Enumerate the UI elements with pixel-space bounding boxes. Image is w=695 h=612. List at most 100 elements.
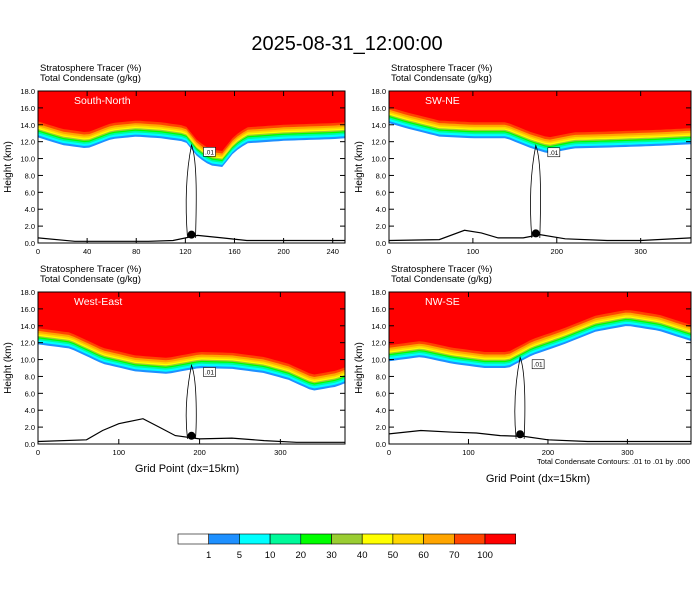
y-tick-label: 14.0 <box>371 322 386 331</box>
colorbar-swatch-c40 <box>361 533 394 545</box>
y-tick-label: 14.0 <box>20 121 35 130</box>
contour-label: .01 <box>205 370 214 377</box>
tracer-band-c100 <box>389 292 691 352</box>
colorbar-level-label: 50 <box>388 550 399 561</box>
y-tick-label: 14.0 <box>371 121 386 130</box>
panel-south-north: Stratosphere Tracer (%)Total Condensate … <box>3 63 346 256</box>
y-tick-label: 10.0 <box>20 356 35 365</box>
y-tick-label: 6.0 <box>25 188 35 197</box>
contour-label-box <box>203 147 216 157</box>
x-tick-label: 0 <box>36 247 40 256</box>
x-tick-label: 120 <box>179 247 192 256</box>
y-tick-label: 16.0 <box>371 104 386 113</box>
x-tick-label: 300 <box>621 448 634 457</box>
tracer-band-c100 <box>38 292 345 375</box>
y-tick-label: 16.0 <box>20 104 35 113</box>
colorbar-level-label: 60 <box>418 550 429 561</box>
condensate-contour <box>514 356 526 439</box>
terrain-line <box>38 418 345 443</box>
y-tick-label: 8.0 <box>25 372 35 381</box>
y-tick-label: 10.0 <box>371 155 386 164</box>
colorbar-level-label: 10 <box>265 550 276 561</box>
y-tick-label: 0.0 <box>376 239 386 248</box>
x-tick-label: 160 <box>228 247 241 256</box>
x-axis-label-bottom-left: Grid Point (dx=15km) <box>135 463 239 475</box>
colorbar: 1 5 10 20 30 40 50 60 70 100 <box>177 533 517 561</box>
terrain-line <box>38 234 345 242</box>
panel-west-east: Stratosphere Tracer (%)Total Condensate … <box>3 264 346 457</box>
y-tick-label: 18.0 <box>20 87 35 96</box>
panel-label: South-North <box>74 95 131 107</box>
field-label-condensate: Total Condensate (g/kg) <box>40 73 141 84</box>
y-tick-label: 12.0 <box>371 138 386 147</box>
x-tick-label: 240 <box>326 247 339 256</box>
x-tick-label: 300 <box>634 247 647 256</box>
x-tick-label: 0 <box>387 448 391 457</box>
y-tick-label: 18.0 <box>371 87 386 96</box>
x-tick-label: 40 <box>83 247 91 256</box>
colorbar-swatch-c50 <box>392 533 424 545</box>
field-label-tracer: Stratosphere Tracer (%) <box>391 264 492 275</box>
location-marker <box>187 230 196 239</box>
x-tick-label: 100 <box>113 448 126 457</box>
colorbar-level-label: 70 <box>449 550 460 561</box>
y-tick-label: 8.0 <box>376 372 386 381</box>
y-tick-label: 4.0 <box>376 205 386 214</box>
colorbar-level-label: 40 <box>357 550 368 561</box>
panels: Stratosphere Tracer (%) Total Condensate … <box>3 63 692 457</box>
location-marker <box>516 430 525 439</box>
y-tick-label: 6.0 <box>376 188 386 197</box>
colorbar-level-label: 30 <box>326 550 337 561</box>
y-tick-label: 12.0 <box>20 339 35 348</box>
y-tick-label: 0.0 <box>376 440 386 449</box>
x-tick-label: 200 <box>551 247 564 256</box>
contour-label: .01 <box>205 149 214 156</box>
y-tick-label: 12.0 <box>20 138 35 147</box>
colorbar-level-label: 100 <box>477 550 493 561</box>
panel-label: NW-SE <box>425 296 460 308</box>
terrain-line <box>389 229 691 242</box>
plot-area: .01 South-North <box>38 91 345 243</box>
y-tick-label: 18.0 <box>371 288 386 297</box>
panel-label: West-East <box>74 296 122 308</box>
x-axis-label-bottom-right: Grid Point (dx=15km) <box>486 473 590 485</box>
x-tick-label: 200 <box>277 247 290 256</box>
colorbar-swatch-c20 <box>300 533 332 545</box>
y-tick-label: 0.0 <box>25 440 35 449</box>
x-tick-label: 100 <box>467 247 480 256</box>
y-tick-label: 2.0 <box>376 222 386 231</box>
y-tick-label: 8.0 <box>25 171 35 180</box>
y-tick-label: 12.0 <box>371 339 386 348</box>
x-tick-label: 100 <box>462 448 475 457</box>
y-tick-label: 14.0 <box>20 322 35 331</box>
plot-area: .01 SW-NE <box>389 91 691 243</box>
colorbar-swatch-c1 <box>208 533 240 545</box>
tracer-band-c100 <box>38 91 345 151</box>
y-tick-label: 8.0 <box>376 171 386 180</box>
location-marker <box>531 229 540 238</box>
contour-label-box <box>531 359 545 370</box>
x-tick-label: 200 <box>542 448 555 457</box>
location-marker <box>187 431 196 440</box>
x-tick-label: 0 <box>387 247 391 256</box>
y-tick-label: 2.0 <box>25 222 35 231</box>
colorbar-level-label: 5 <box>237 550 242 561</box>
y-tick-label: 18.0 <box>20 288 35 297</box>
x-tick-label: 0 <box>36 448 40 457</box>
y-tick-label: 0.0 <box>25 239 35 248</box>
y-tick-label: 10.0 <box>371 356 386 365</box>
y-tick-label: 16.0 <box>371 305 386 314</box>
y-tick-label: 2.0 <box>376 423 386 432</box>
field-label-condensate: Total Condensate (g/kg) <box>391 73 492 84</box>
footnote: Total Condensate Contours: .01 to .01 by… <box>537 457 690 466</box>
contour-label: .01 <box>549 150 558 157</box>
contour-label-box <box>203 367 216 377</box>
colorbar-swatch-c60 <box>423 533 455 545</box>
condensate-contour <box>185 143 197 238</box>
colorbar-level-label: 1 <box>206 550 211 561</box>
plot-frame <box>37 90 346 244</box>
y-tick-label: 4.0 <box>25 406 35 415</box>
field-label-condensate: Total Condensate (g/kg) <box>40 274 141 285</box>
y-tick-label: 16.0 <box>20 305 35 314</box>
plot-frame <box>388 90 692 244</box>
